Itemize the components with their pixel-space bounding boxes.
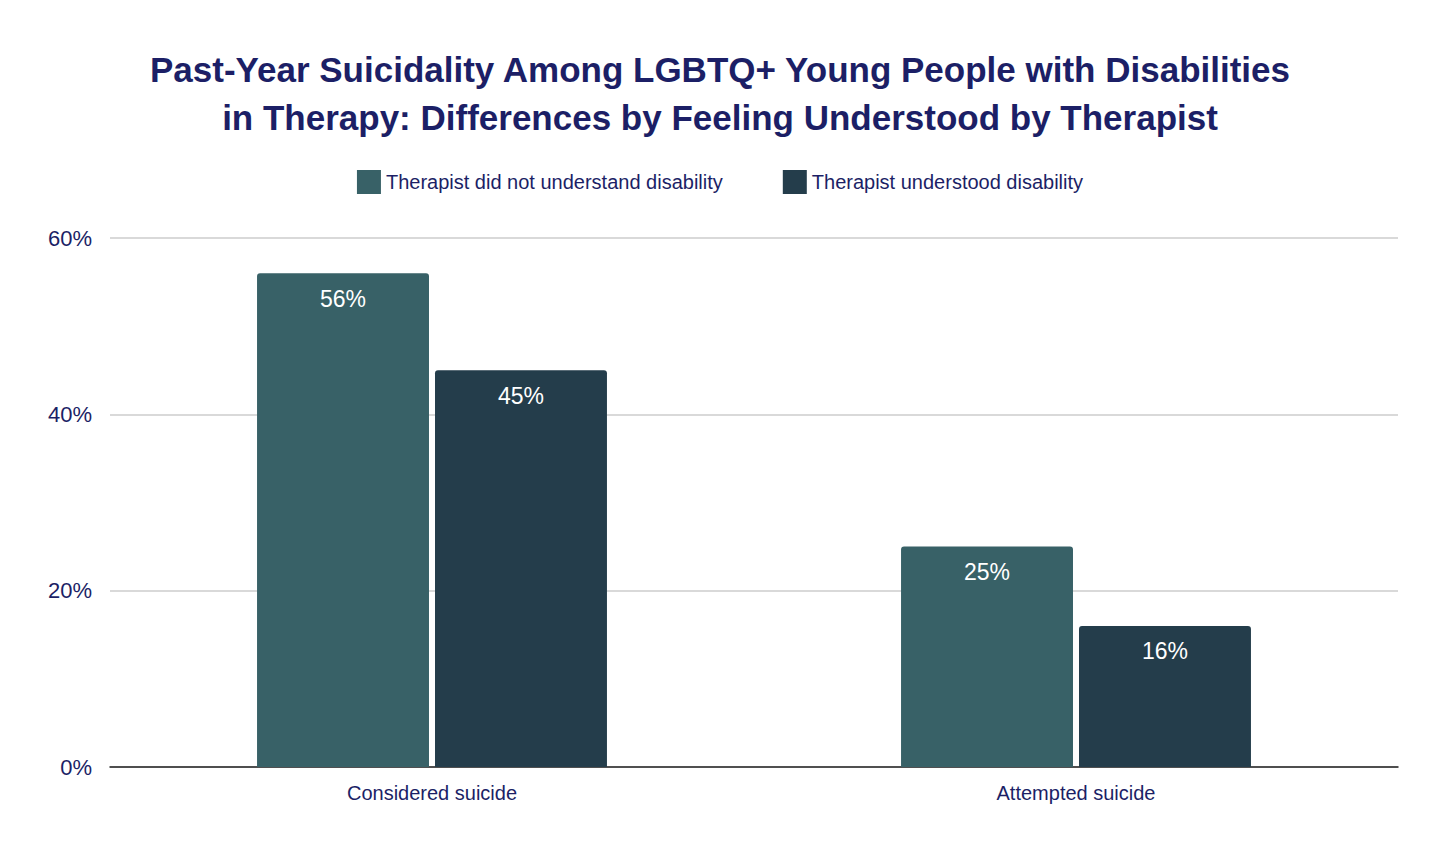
svg-text:25%: 25%: [964, 559, 1010, 585]
svg-text:in Therapy: Differences by Fee: in Therapy: Differences by Feeling Under…: [222, 98, 1218, 137]
svg-text:Attempted suicide: Attempted suicide: [997, 782, 1156, 804]
svg-text:16%: 16%: [1142, 638, 1188, 664]
svg-text:Therapist understood disabilit: Therapist understood disability: [812, 171, 1083, 193]
svg-text:40%: 40%: [48, 402, 92, 427]
svg-text:60%: 60%: [48, 226, 92, 251]
svg-text:Past-Year Suicidality Among LG: Past-Year Suicidality Among LGBTQ+ Young…: [150, 50, 1290, 89]
svg-text:0%: 0%: [60, 755, 92, 780]
svg-text:Therapist did not understand d: Therapist did not understand disability: [386, 171, 723, 193]
svg-text:Considered suicide: Considered suicide: [347, 782, 517, 804]
svg-text:56%: 56%: [320, 286, 366, 312]
svg-text:45%: 45%: [498, 383, 544, 409]
svg-text:20%: 20%: [48, 578, 92, 603]
